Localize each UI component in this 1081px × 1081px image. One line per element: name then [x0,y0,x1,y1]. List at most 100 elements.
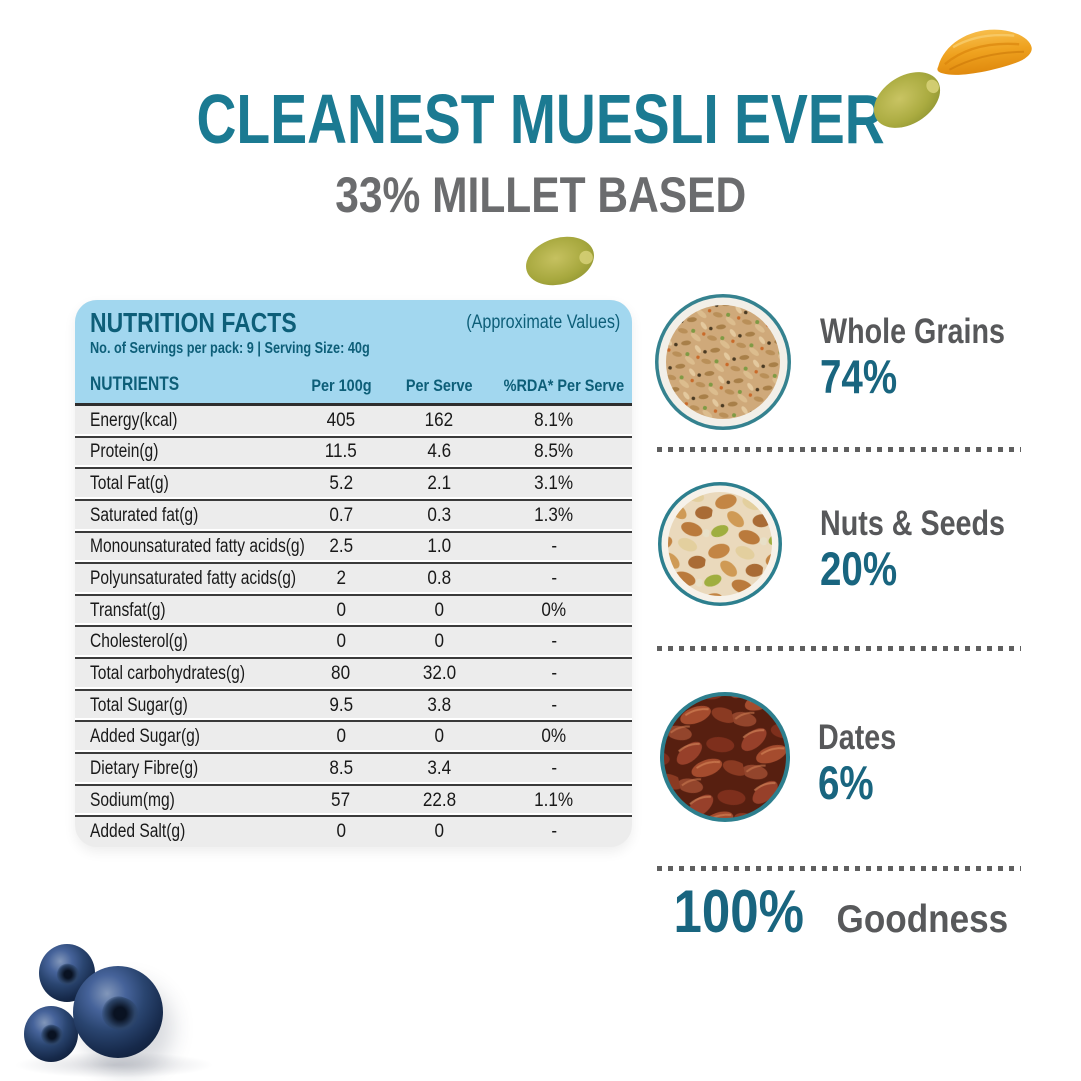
rda-value: 3.1% [534,473,574,495]
per-serve-value: 32.0 [422,662,456,684]
pumpkin-seed-decoration [873,72,941,128]
nutrient-name: Sodium(mg) [90,789,175,811]
ingredient-percent: 20% [820,542,898,595]
per-100g-value: 2 [336,568,346,590]
rda-value: - [551,694,557,716]
per-100g-value: 0 [336,599,346,621]
approximate-values-note: (Approximate Values) [465,312,620,333]
per-serve-value: 3.4 [427,757,451,779]
nutrient-name: Total carbohydrates(g) [90,662,246,684]
nutrient-name: Transfat(g) [90,599,166,621]
rda-value: - [551,662,557,684]
per-100g-value: 57 [331,789,351,811]
page-subtitle-text: 33% MILLET BASED [335,167,746,223]
page-title: CLEANEST MUESLI EVER [0,84,1081,154]
nuts-and-seeds-photo [658,482,782,606]
ingredient-name: Whole Grains [820,312,1005,351]
table-column-headers: NUTRIENTS Per 100g Per Serve %RDA* Per S… [75,374,632,396]
table-row: Total Fat(g) 5.2 2.1 3.1% [75,467,632,499]
nutrient-name: Added Salt(g) [90,821,186,843]
blueberry-decoration [73,966,163,1058]
table-row: Added Salt(g) 0 0 - [75,815,632,847]
ingredient-whole-grains: Whole Grains 74% [820,314,1046,400]
column-header-nutrients: NUTRIENTS [90,374,180,396]
per-serve-value: 2.1 [427,473,451,495]
per-serve-value: 162 [424,409,454,431]
per-serve-value: 0 [434,631,444,653]
goodness-tagline: 100% Goodness [655,882,1025,942]
rda-value: 8.5% [534,441,574,463]
table-row: Total carbohydrates(g) 80 32.0 - [75,657,632,689]
per-serve-value: 0 [434,821,444,843]
per-100g-value: 11.5 [324,441,358,463]
goodness-percent: 100% [673,878,804,945]
table-row: Protein(g) 11.5 4.6 8.5% [75,435,632,468]
blueberry-decoration [24,1006,78,1062]
dates-photo [660,692,790,822]
per-serve-value: 22.8 [422,789,456,811]
per-100g-value: 0.7 [329,504,353,526]
column-header-per-serve: Per Serve [405,376,473,396]
dotted-divider [657,447,1021,452]
column-header-rda: %RDA* Per Serve [503,376,625,396]
page-subtitle: 33% MILLET BASED [0,170,1081,220]
per-100g-value: 80 [331,662,351,684]
rda-value: 1.1% [534,789,574,811]
rda-value: 0% [541,599,567,621]
nutrient-name: Dietary Fibre(g) [90,757,199,779]
rda-value: - [551,821,557,843]
nutrient-name: Added Sugar(g) [90,726,201,748]
per-serve-value: 0.3 [427,504,451,526]
rda-value: 0% [541,726,567,748]
per-100g-value: 2.5 [329,536,353,558]
table-row: Saturated fat(g) 0.7 0.3 1.3% [75,498,632,531]
dotted-divider [657,646,1021,651]
per-serve-value: 1.0 [427,536,451,558]
per-serve-value: 3.8 [427,694,451,716]
rda-value: - [551,631,557,653]
rda-value: - [551,536,557,558]
rda-value: - [551,568,557,590]
ingredient-nuts-seeds: Nuts & Seeds 20% [820,506,1046,592]
table-row: Energy(kcal) 405 162 8.1% [75,406,632,436]
nutrition-facts-panel: NUTRITION FACTS (Approximate Values) No.… [75,300,632,847]
per-serve-value: 4.6 [427,441,451,463]
table-row: Transfat(g) 0 0 0% [75,593,632,626]
nutrient-name: Protein(g) [90,441,159,463]
per-100g-value: 0 [336,631,346,653]
goodness-word: Goodness [836,898,1009,941]
ingredient-percent: 6% [818,756,874,809]
pumpkin-seed-decoration [526,236,594,286]
column-header-per-100g: Per 100g [310,376,372,396]
per-100g-value: 5.2 [329,473,353,495]
table-row: Added Sugar(g) 0 0 0% [75,720,632,753]
dried-orange-slice-decoration [937,29,1032,75]
nutrition-facts-title: NUTRITION FACTS [90,307,297,338]
dotted-divider [657,866,1021,871]
per-100g-value: 0 [336,821,346,843]
per-serve-value: 0 [434,599,444,621]
rda-value: - [551,757,557,779]
per-100g-value: 405 [326,409,356,431]
ingredient-name: Nuts & Seeds [820,504,1006,543]
table-row: Monounsaturated fatty acids(g) 2.5 1.0 - [75,530,632,563]
page-title-text: CLEANEST MUESLI EVER [196,80,885,158]
per-100g-value: 0 [336,726,346,748]
per-100g-value: 9.5 [329,694,353,716]
table-row: Dietary Fibre(g) 8.5 3.4 - [75,752,632,784]
nutrition-table-body: Energy(kcal) 405 162 8.1% Protein(g) 11.5 4.6 8… [75,406,632,847]
servings-line: No. of Servings per pack: 9 | Serving Si… [90,340,370,357]
nutrition-facts-header: NUTRITION FACTS (Approximate Values) No.… [75,300,632,406]
ingredient-name: Dates [818,718,897,757]
ingredient-dates: Dates 6% [818,720,913,806]
per-serve-value: 0.8 [427,568,451,590]
nutrient-name: Total Sugar(g) [90,694,188,716]
table-row: Polyunsaturated fatty acids(g) 2 0.8 - [75,562,632,594]
per-100g-value: 8.5 [329,757,353,779]
ingredient-percent: 74% [820,350,898,403]
table-row: Total Sugar(g) 9.5 3.8 - [75,688,632,721]
table-row: Cholesterol(g) 0 0 - [75,625,632,658]
nutrient-name: Polyunsaturated fatty acids(g) [90,568,297,590]
nutrient-name: Saturated fat(g) [90,504,199,526]
